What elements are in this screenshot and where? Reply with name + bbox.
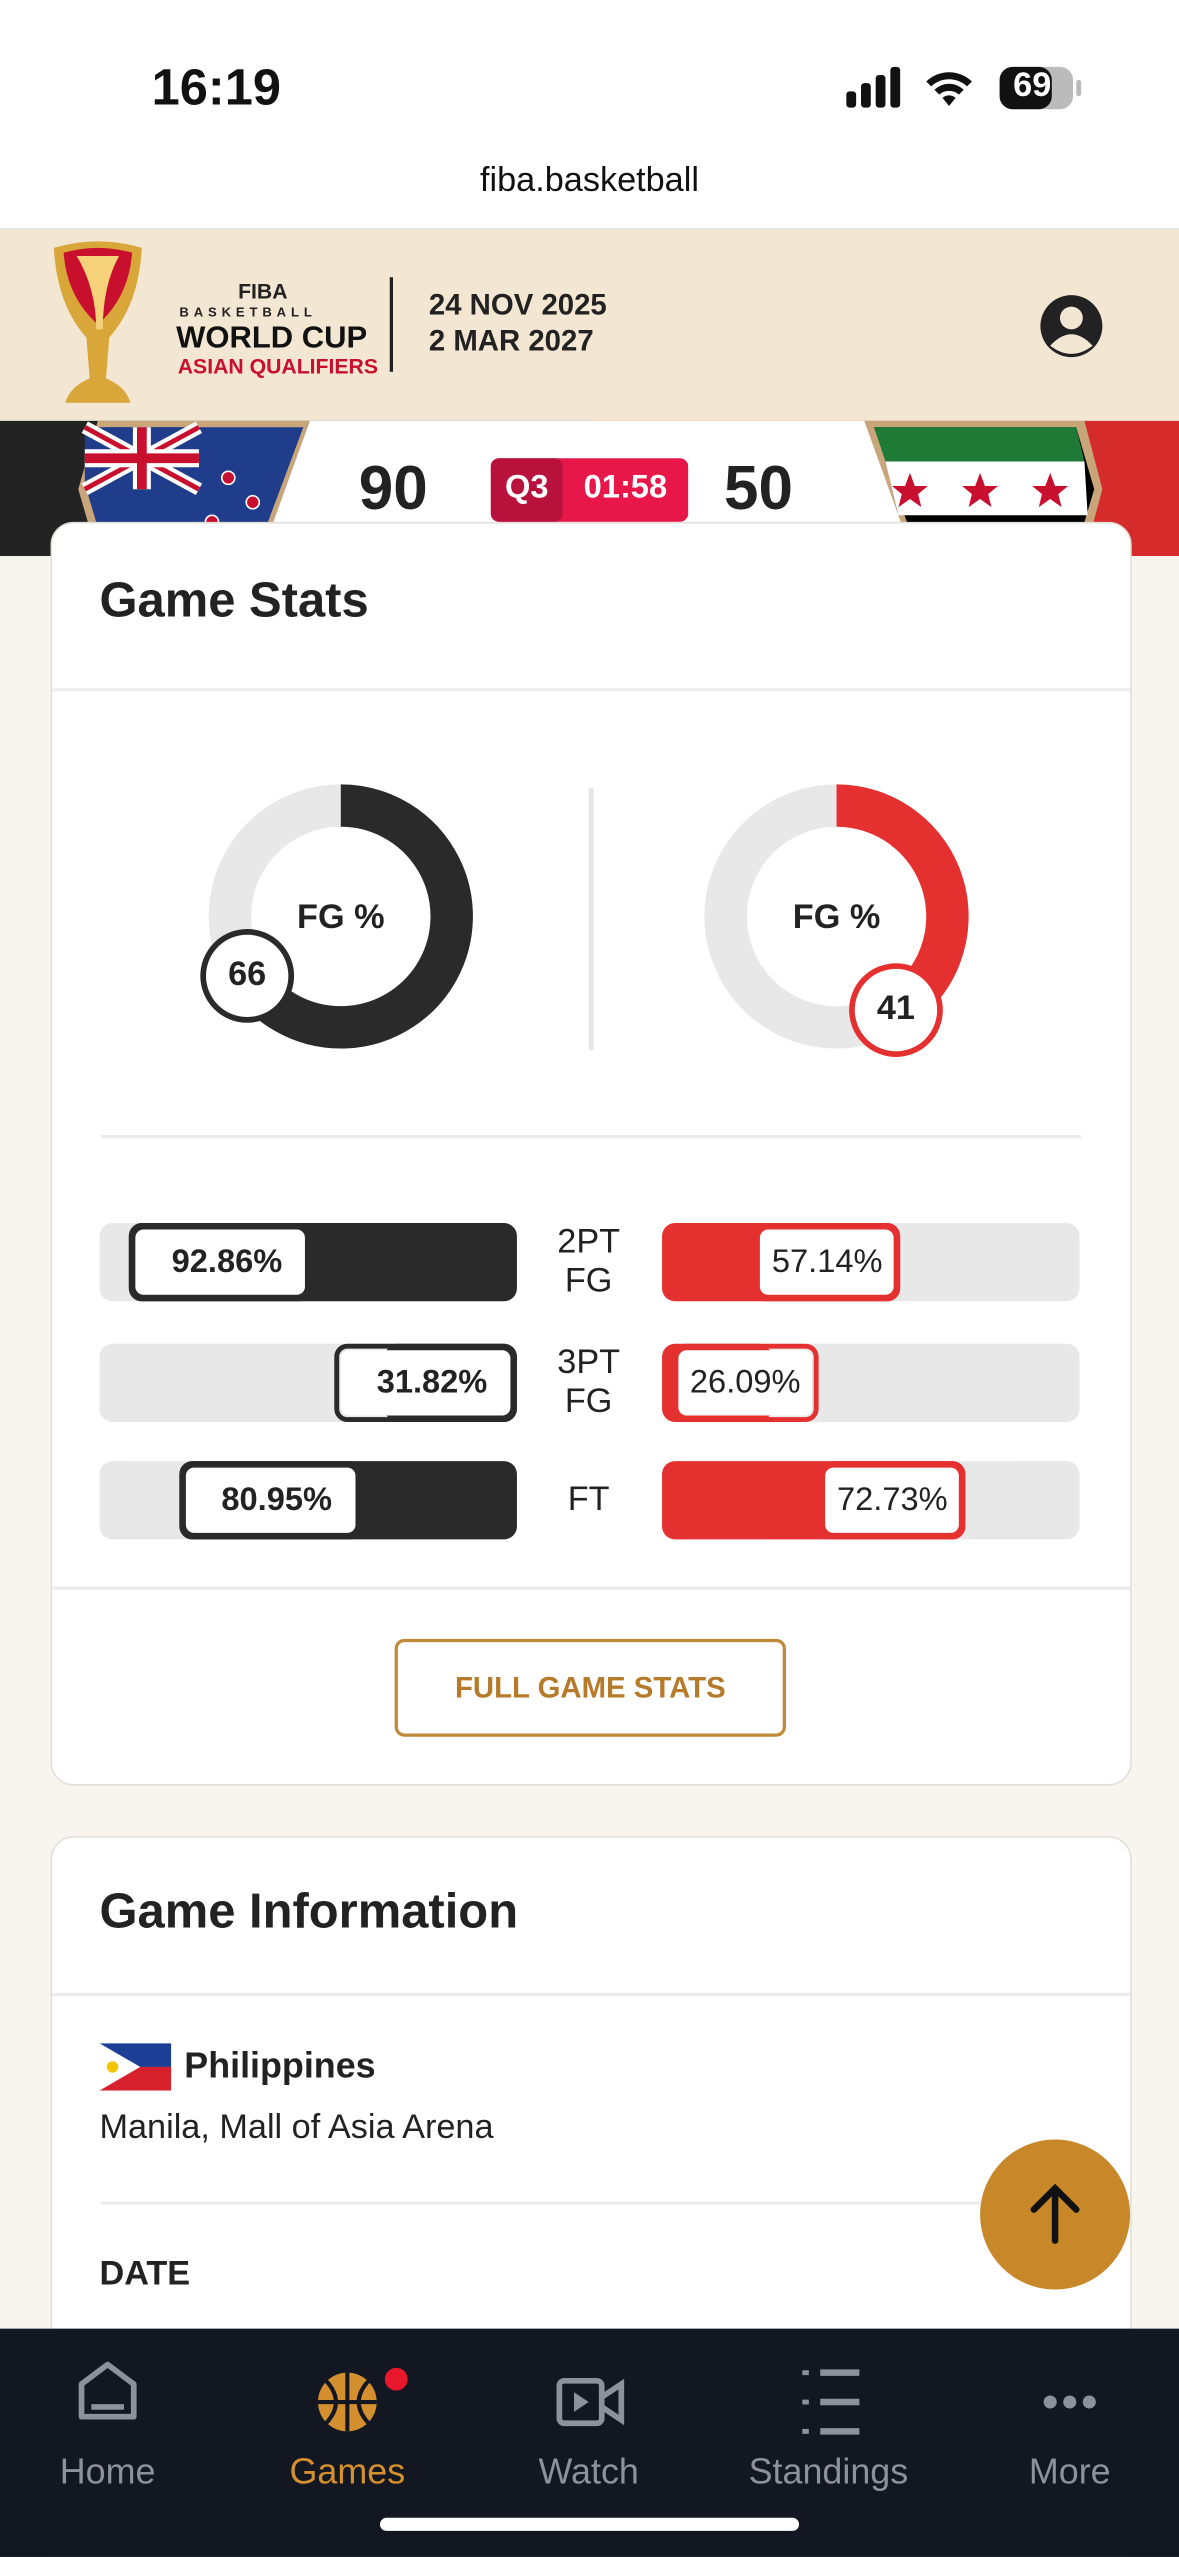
scroll-top-button[interactable] [980, 2139, 1131, 2290]
logo-line1: BASKETBALL [179, 304, 317, 320]
home-value-box [178, 1461, 362, 1540]
account-icon[interactable] [1039, 294, 1104, 359]
country: Philippines [184, 2044, 376, 2086]
logo-line3: ASIAN QUALIFIERS [177, 353, 378, 379]
header-divider [389, 277, 393, 372]
home-value-label: 80.95% [185, 1467, 356, 1533]
stat-name: 3PT [557, 1343, 621, 1382]
nav-watch[interactable]: Watch [538, 2450, 639, 2492]
away-value-label: 26.09% [678, 1350, 813, 1416]
start-date: 24 NOV 2025 [428, 288, 607, 322]
ph-flag [99, 2043, 172, 2091]
game-clock: 01:58 [583, 469, 668, 506]
divider [101, 1134, 1082, 1139]
away-value-label: 57.14% [760, 1229, 895, 1295]
date-label: DATE [99, 2255, 191, 2293]
logo-line2: WORLD CUP [176, 321, 368, 356]
end-date: 2 MAR 2027 [428, 324, 594, 358]
divider [101, 2201, 1082, 2205]
home-value-box [334, 1343, 517, 1422]
fg-away-value: 41 [876, 990, 915, 1029]
stat-name: FG [564, 1382, 613, 1421]
battery-level: 69 [1013, 66, 1052, 105]
divider [52, 1586, 1131, 1590]
fg-donuts [200, 784, 969, 1057]
trophy-logo [53, 241, 142, 403]
status-icons [846, 66, 1082, 110]
nav-icons [78, 2361, 1096, 2435]
stat-name: FG [564, 1262, 613, 1300]
home-value-label: 92.86% [135, 1229, 306, 1295]
donut-label: FG % [297, 898, 385, 937]
divider [52, 1992, 1131, 1996]
nav-standings[interactable]: Standings [748, 2450, 909, 2492]
site-header [0, 229, 1179, 421]
divider [588, 787, 594, 1051]
url[interactable]: fiba.basketball [480, 161, 699, 199]
period: Q3 [504, 469, 549, 506]
full-stats-button[interactable]: FULL GAME STATS [394, 1638, 786, 1737]
donut-label: FG % [792, 898, 881, 937]
away-value-box [671, 1343, 819, 1422]
nav-more[interactable]: More [1028, 2450, 1111, 2492]
donut-arc [229, 784, 473, 1049]
home-value-box [129, 1223, 312, 1302]
home-indicator [379, 2517, 800, 2531]
fg-home-value: 66 [228, 956, 267, 994]
away-score: 50 [724, 454, 793, 524]
home-value-label: 31.82% [340, 1350, 511, 1416]
venue: Manila, Mall of Asia Arena [99, 2108, 494, 2147]
nav-home[interactable]: Home [59, 2450, 156, 2492]
away-value-box [818, 1461, 966, 1540]
donut-badge [200, 928, 295, 1023]
away-value-box [753, 1223, 901, 1302]
card-title: Game Stats [99, 574, 369, 628]
stat-name: 2PT [557, 1223, 621, 1261]
away-value-label: 72.73% [825, 1467, 960, 1533]
browser-top [0, 0, 1179, 230]
card-title: Game Information [99, 1885, 519, 1939]
game-stats-card [50, 521, 1132, 1786]
donut-badge [849, 963, 943, 1057]
stat-name: FT [567, 1480, 610, 1519]
logo-org: FIBA [238, 278, 288, 304]
divider [52, 688, 1131, 692]
status-time: 16:19 [151, 58, 281, 116]
home-score: 90 [358, 454, 428, 524]
nav-games[interactable]: Games [289, 2450, 406, 2492]
